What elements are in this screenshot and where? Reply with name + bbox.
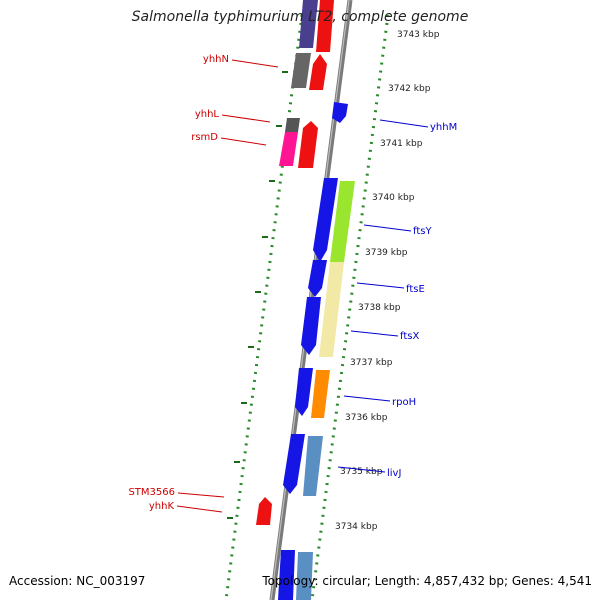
leader-rsmD: [220, 137, 267, 146]
leader-ftsY: [363, 224, 412, 232]
kbp-label: 3741 kbp: [380, 139, 423, 149]
feature-ftsEX-beige[interactable]: [319, 262, 344, 357]
kbp-label: 3743 kbp: [397, 30, 440, 40]
kbp-label: 3735 kbp: [340, 467, 383, 477]
gene-label-ftsX[interactable]: ftsX: [400, 331, 419, 342]
kbp-label: 3737 kbp: [350, 358, 393, 368]
map-title: Salmonella typhimurium LT2, complete gen…: [131, 9, 469, 25]
feature-livJ-blue[interactable]: [283, 434, 305, 494]
feature-top-purple[interactable]: [299, 0, 318, 48]
feature-yhhN-gray[interactable]: [291, 53, 311, 88]
feature-ftsY-green[interactable]: [330, 181, 355, 262]
feature-bottom-blue[interactable]: [278, 550, 295, 600]
leader-yhhM: [379, 119, 429, 128]
kbp-label: 3738 kbp: [358, 303, 401, 313]
feature-yhhM[interactable]: [332, 102, 348, 123]
feature-yhhN-red[interactable]: [309, 54, 327, 90]
gene-label-rsmD[interactable]: rsmD: [191, 132, 218, 143]
accession-text: Accession: NC_003197: [9, 574, 146, 588]
leader-STM3566: [177, 492, 225, 498]
gene-label-livJ[interactable]: livJ: [387, 468, 401, 479]
kbp-label: 3740 kbp: [372, 193, 415, 203]
gene-label-yhhL[interactable]: yhhL: [195, 109, 220, 120]
kbp-label: 3736 kbp: [345, 413, 388, 423]
feature-yhhL-gray[interactable]: [285, 118, 300, 132]
leader-ftsX: [350, 330, 399, 337]
kbp-label: 3742 kbp: [388, 84, 431, 94]
gene-label-STM3566[interactable]: STM3566: [128, 487, 175, 498]
leader-yhhN: [231, 59, 279, 68]
leader-yhhL: [221, 114, 271, 123]
feature-ftsY-blue[interactable]: [313, 178, 338, 262]
gene-label-rpoH[interactable]: rpoH: [392, 397, 416, 408]
feature-rpoH-blue[interactable]: [295, 368, 313, 416]
feature-ftsE-blue[interactable]: [308, 260, 327, 297]
kbp-label: 3734 kbp: [335, 522, 378, 532]
feature-rsmD-pink[interactable]: [279, 132, 298, 166]
leader-yhhK: [176, 505, 223, 513]
leader-rpoH: [343, 395, 391, 402]
gene-label-yhhK[interactable]: yhhK: [149, 501, 175, 512]
feature-bottom-steel[interactable]: [296, 552, 313, 600]
leader-ftsE: [356, 282, 405, 289]
feature-livJ-steel[interactable]: [303, 436, 323, 496]
feature-top-red[interactable]: [316, 0, 334, 52]
kbp-scale: 3743 kbp 3742 kbp 3741 kbp 3740 kbp 3739…: [335, 30, 440, 532]
feature-yhhK-red[interactable]: [256, 497, 272, 525]
tick-dashes: [227, 71, 288, 519]
gene-label-ftsY[interactable]: ftsY: [413, 226, 432, 237]
feature-rsmD-red[interactable]: [298, 121, 318, 168]
gene-label-ftsE[interactable]: ftsE: [406, 284, 425, 295]
gene-labels: yhhN yhhL rsmD STM3566 yhhK yhhM ftsY ft…: [128, 54, 457, 513]
gene-features: [256, 0, 355, 600]
genome-summary-text: Topology: circular; Length: 4,857,432 bp…: [262, 574, 592, 588]
leader-livJ: [337, 466, 386, 473]
kbp-label: 3739 kbp: [365, 248, 408, 258]
feature-ftsX-blue[interactable]: [301, 297, 321, 355]
gene-label-yhhN[interactable]: yhhN: [203, 54, 229, 65]
feature-rpoH-orange[interactable]: [311, 370, 330, 418]
gene-label-yhhM[interactable]: yhhM: [430, 122, 457, 133]
